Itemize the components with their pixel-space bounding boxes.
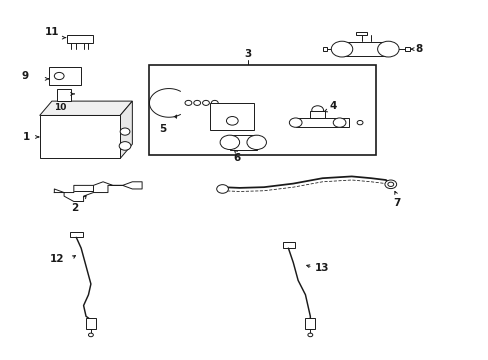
Circle shape bbox=[384, 180, 396, 189]
Circle shape bbox=[330, 41, 352, 57]
Circle shape bbox=[307, 333, 312, 337]
Bar bbox=[341, 42, 387, 56]
Circle shape bbox=[216, 185, 228, 193]
Bar bbox=[66, 35, 93, 42]
Circle shape bbox=[211, 100, 218, 105]
Circle shape bbox=[332, 118, 345, 127]
Circle shape bbox=[220, 135, 239, 149]
Circle shape bbox=[377, 41, 398, 57]
Text: 1: 1 bbox=[22, 132, 30, 142]
Polygon shape bbox=[40, 101, 132, 116]
Bar bbox=[355, 32, 366, 36]
Text: 6: 6 bbox=[233, 153, 240, 163]
Bar bbox=[282, 242, 294, 248]
Text: 13: 13 bbox=[315, 263, 329, 273]
Bar bbox=[49, 67, 81, 85]
Text: 4: 4 bbox=[329, 102, 337, 112]
Bar bbox=[305, 318, 315, 329]
Text: 7: 7 bbox=[392, 198, 400, 208]
Bar bbox=[40, 116, 120, 158]
Text: 5: 5 bbox=[159, 124, 166, 134]
Bar bbox=[149, 65, 375, 155]
Circle shape bbox=[184, 100, 191, 105]
Circle shape bbox=[54, 72, 64, 80]
Bar bbox=[149, 65, 375, 155]
Bar bbox=[57, 89, 71, 101]
Text: 10: 10 bbox=[54, 103, 66, 112]
Circle shape bbox=[119, 141, 131, 150]
Circle shape bbox=[120, 128, 130, 135]
Circle shape bbox=[289, 118, 302, 127]
Polygon shape bbox=[120, 101, 132, 158]
Bar bbox=[405, 47, 409, 51]
Bar bbox=[310, 111, 325, 118]
Bar bbox=[229, 135, 256, 149]
Bar bbox=[322, 47, 327, 51]
Text: 9: 9 bbox=[21, 71, 28, 81]
Text: 12: 12 bbox=[49, 254, 64, 264]
Text: 3: 3 bbox=[244, 49, 251, 59]
Bar bbox=[70, 231, 82, 237]
Circle shape bbox=[311, 106, 323, 114]
Circle shape bbox=[387, 182, 393, 186]
Circle shape bbox=[226, 117, 238, 125]
Bar bbox=[86, 318, 96, 329]
Circle shape bbox=[202, 100, 209, 105]
Text: 11: 11 bbox=[44, 27, 59, 37]
Circle shape bbox=[246, 135, 266, 149]
Text: 8: 8 bbox=[414, 44, 422, 54]
Circle shape bbox=[88, 333, 93, 337]
Text: 2: 2 bbox=[71, 203, 79, 213]
Circle shape bbox=[356, 121, 362, 125]
Bar bbox=[210, 103, 254, 130]
Circle shape bbox=[193, 100, 200, 105]
Bar bbox=[295, 118, 348, 127]
